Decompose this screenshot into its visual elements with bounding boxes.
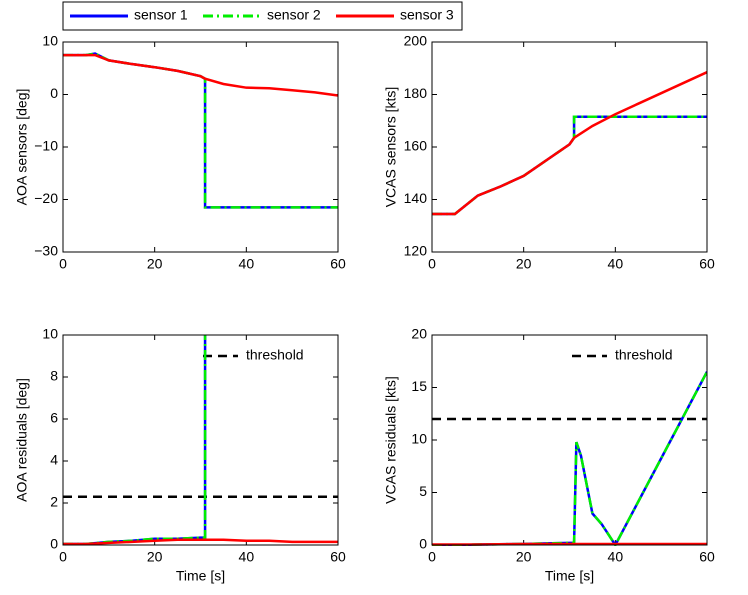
x-tick-label: 20: [147, 549, 163, 565]
legend-box: [62, 1, 463, 31]
y-tick-label: 160: [404, 138, 428, 154]
series-line: [432, 542, 707, 546]
x-tick-label: 40: [239, 256, 255, 272]
y-tick-label: 140: [404, 190, 428, 206]
series-line: [63, 538, 338, 546]
y-tick-label: 10: [411, 431, 427, 447]
y-tick-label: 2: [50, 494, 58, 510]
x-tick-label: 60: [330, 549, 346, 565]
x-axis-label: Time [s]: [545, 568, 594, 584]
plot-area: [63, 335, 338, 545]
y-tick-label: 10: [42, 326, 58, 342]
legend-label: threshold: [246, 347, 304, 363]
x-axis-label: Time [s]: [176, 568, 225, 584]
y-tick-label: 8: [50, 368, 58, 384]
y-tick-label: 20: [411, 326, 427, 342]
subplot: 0 20 40 60 120 140 160 180 200 VCAS sensors [kts]: [383, 33, 715, 272]
plot-area: [432, 42, 707, 252]
legend: sensor 1 sensor 2 sensor 3: [62, 1, 463, 31]
x-tick-label: 60: [330, 256, 346, 272]
y-tick-label: −30: [34, 243, 58, 259]
axes-box: [431, 41, 708, 253]
plot-area: [432, 335, 707, 545]
series-line: [63, 53, 338, 97]
y-axis-label: AOA residuals [deg]: [14, 378, 30, 502]
y-tick-label: 120: [404, 243, 428, 259]
y-tick-label: −10: [34, 138, 58, 154]
series-line: [63, 335, 207, 546]
x-tick-label: 0: [428, 549, 436, 565]
subplot: 0 20 40 60 −30 −20 −10 0 10 AOA sensors [deg]: [14, 33, 346, 272]
y-tick-label: −20: [34, 190, 58, 206]
legend-label: sensor 1: [134, 7, 188, 23]
x-tick-label: 40: [608, 256, 624, 272]
legend-label: threshold: [615, 347, 673, 363]
x-tick-label: 60: [699, 549, 715, 565]
x-tick-label: 0: [428, 256, 436, 272]
x-tick-label: 40: [239, 549, 255, 565]
series-line: [432, 71, 707, 216]
y-axis-label: VCAS residuals [kts]: [383, 376, 399, 504]
subplot: 0 20 40 60 0 5 10 15 20 VCAS residuals [kts] Time …: [383, 326, 715, 584]
axes-box: [62, 41, 339, 253]
y-tick-label: 0: [419, 536, 427, 552]
legend-label: sensor 2: [267, 7, 321, 23]
y-tick-label: 0: [50, 536, 58, 552]
x-tick-label: 20: [147, 256, 163, 272]
x-tick-label: 40: [608, 549, 624, 565]
axes-box: [62, 334, 339, 546]
subplot: 0 20 40 60 0 2 4 6 8 10 AOA residuals [deg] Time [s…: [14, 326, 346, 584]
y-tick-label: 10: [42, 33, 58, 49]
y-tick-label: 200: [404, 33, 428, 49]
x-tick-label: 0: [59, 256, 67, 272]
y-tick-label: 180: [404, 85, 428, 101]
y-axis-label: VCAS sensors [kts]: [383, 87, 399, 208]
y-tick-label: 5: [419, 483, 427, 499]
x-tick-label: 60: [699, 256, 715, 272]
x-tick-label: 0: [59, 549, 67, 565]
axes-box: [431, 334, 708, 546]
x-tick-label: 20: [516, 256, 532, 272]
y-tick-label: 0: [50, 85, 58, 101]
plot-area: [63, 42, 338, 252]
y-tick-label: 4: [50, 452, 58, 468]
y-tick-label: 15: [411, 378, 427, 394]
legend-label: sensor 3: [400, 7, 454, 23]
y-tick-label: 6: [50, 410, 58, 426]
y-axis-label: AOA sensors [deg]: [14, 89, 30, 206]
x-tick-label: 20: [516, 549, 532, 565]
